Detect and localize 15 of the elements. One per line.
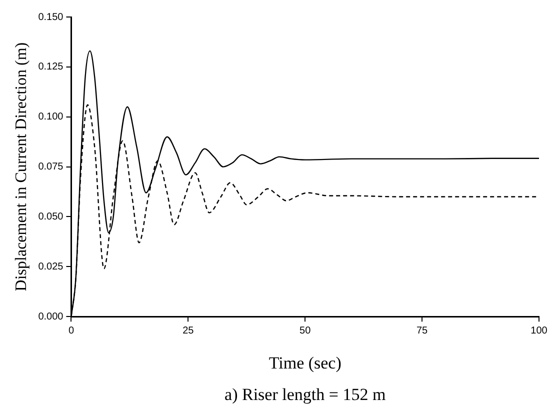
y-tick-label: 0.150 <box>38 12 64 23</box>
y-tick-label: 0.025 <box>38 261 64 272</box>
x-tick-label: 0 <box>68 325 74 336</box>
y-axis-title: Displacement in Current Direction (m) <box>12 42 30 292</box>
y-tick-label: 0.050 <box>38 211 64 222</box>
x-tick-label: 50 <box>300 325 312 336</box>
y-tick-label: 0.100 <box>38 112 64 123</box>
x-axis-title: Time (sec) <box>268 353 342 372</box>
y-tick-label: 0.075 <box>38 162 64 173</box>
x-tick-label: 25 <box>182 325 194 336</box>
y-tick-label: 0.125 <box>38 62 64 73</box>
x-tick-label: 100 <box>530 325 548 336</box>
text: a) Riser length = 152 m <box>224 385 386 404</box>
x-tick-label: 75 <box>416 325 428 336</box>
y-tick-label: 0.000 <box>38 311 64 322</box>
